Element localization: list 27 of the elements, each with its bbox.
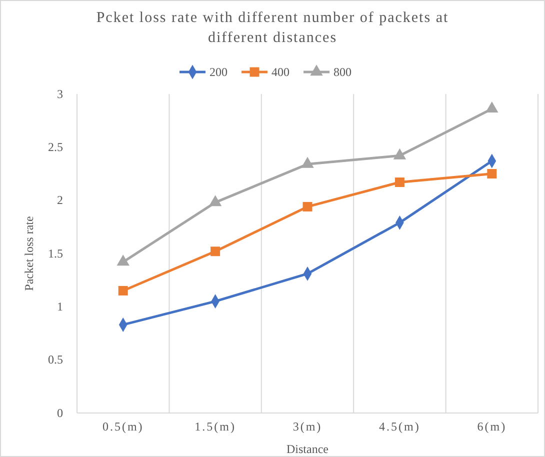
- x-tick-label: 4.5(m): [379, 420, 420, 434]
- y-tick-label: 0: [57, 406, 63, 420]
- y-axis-title: Packet loss rate: [22, 216, 36, 291]
- y-tick-label: 0.5: [48, 352, 63, 367]
- y-tick-label: 1: [57, 300, 63, 314]
- legend-label: 200: [210, 65, 228, 79]
- point: [208, 195, 222, 206]
- point: [301, 156, 314, 168]
- x-tick-label: 1.5(m): [194, 420, 236, 434]
- point: [118, 286, 128, 296]
- y-tick-label: 1.5: [48, 246, 63, 260]
- point: [302, 202, 312, 212]
- x-tick-label: 0.5(m): [102, 420, 144, 434]
- point: [486, 102, 498, 113]
- point: [394, 178, 404, 187]
- legend-label: 800: [334, 65, 352, 79]
- y-tick-label: 3: [57, 86, 63, 101]
- point: [487, 169, 497, 178]
- legend-label: 400: [272, 65, 290, 79]
- x-tick-label: 6(m): [477, 420, 507, 434]
- y-tick-label: 2: [57, 193, 63, 208]
- y-tick-label: 2.5: [48, 140, 63, 154]
- point: [210, 246, 220, 256]
- point: [393, 148, 406, 160]
- chart-title: Pcket loss rate with different number of packets at different distances: [96, 10, 449, 46]
- x-tick-label: 3(m): [292, 420, 322, 434]
- x-axis-title: Distance: [286, 442, 328, 456]
